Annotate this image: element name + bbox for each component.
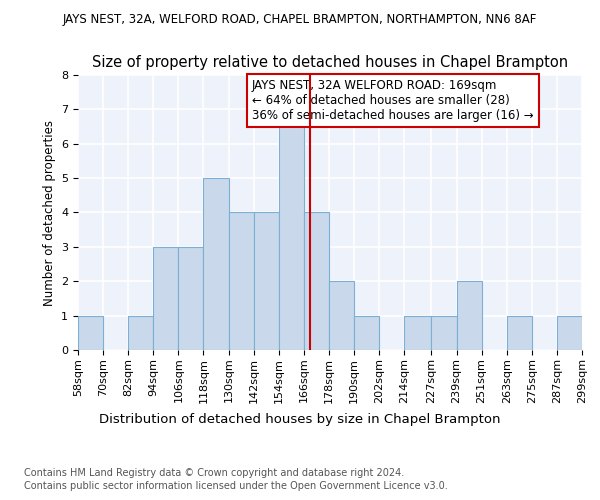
Bar (128, 316, 153, 350)
Y-axis label: Number of detached properties: Number of detached properties (43, 120, 56, 306)
Text: Contains public sector information licensed under the Open Government Licence v3: Contains public sector information licen… (24, 481, 448, 491)
Bar (203, 178, 229, 350)
Text: Distribution of detached houses by size in Chapel Brampton: Distribution of detached houses by size … (99, 412, 501, 426)
Text: JAYS NEST, 32A WELFORD ROAD: 169sqm
← 64% of detached houses are smaller (28)
36: JAYS NEST, 32A WELFORD ROAD: 169sqm ← 64… (252, 79, 533, 122)
Bar (229, 212, 254, 350)
Bar (354, 316, 379, 350)
Bar (457, 281, 482, 350)
Bar (404, 316, 431, 350)
Bar (254, 212, 279, 350)
Text: Contains HM Land Registry data © Crown copyright and database right 2024.: Contains HM Land Registry data © Crown c… (24, 468, 404, 477)
Bar (557, 316, 582, 350)
Bar (178, 247, 203, 350)
Bar (329, 281, 354, 350)
Bar (507, 316, 532, 350)
Title: Size of property relative to detached houses in Chapel Brampton: Size of property relative to detached ho… (92, 54, 568, 70)
Bar (153, 247, 178, 350)
Text: JAYS NEST, 32A, WELFORD ROAD, CHAPEL BRAMPTON, NORTHAMPTON, NN6 8AF: JAYS NEST, 32A, WELFORD ROAD, CHAPEL BRA… (63, 12, 537, 26)
Bar (304, 212, 329, 350)
Bar (78, 316, 103, 350)
Bar (431, 316, 457, 350)
Bar (279, 110, 304, 350)
